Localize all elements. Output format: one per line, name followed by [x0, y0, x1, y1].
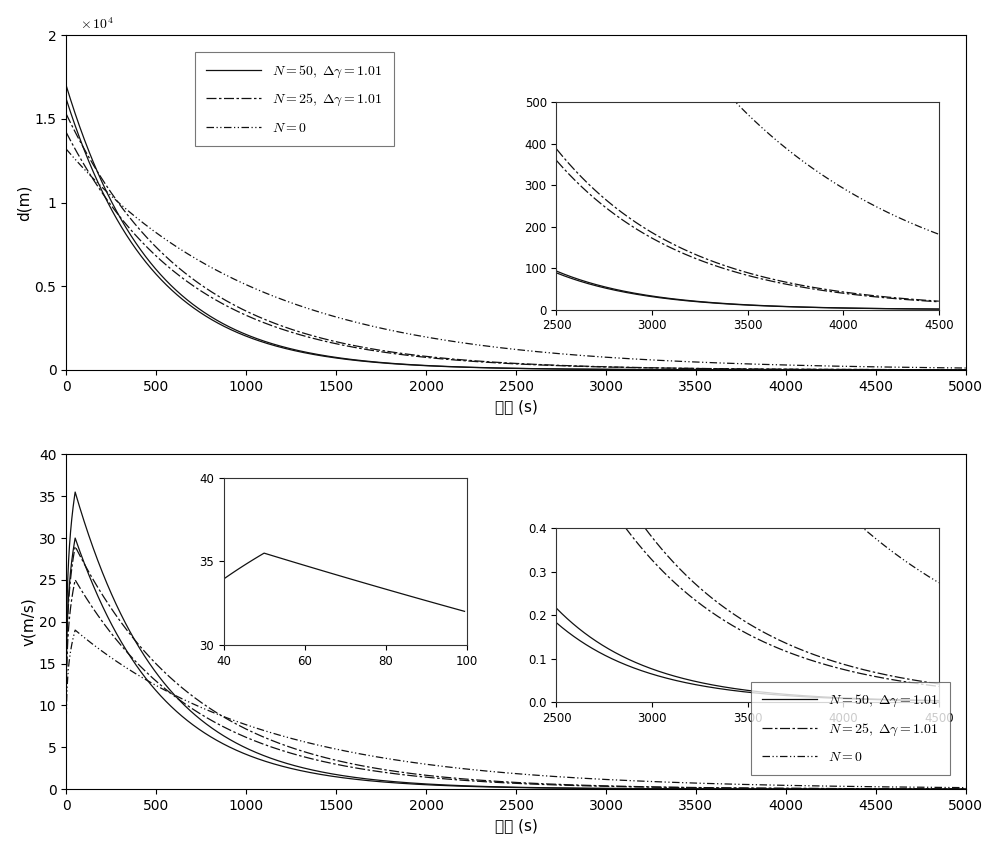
Legend: $N=50,\;\Delta\gamma=1.01$, $N=25,\;\Delta\gamma=1.01$, $N=0$: $N=50,\;\Delta\gamma=1.01$, $N=25,\;\Del… — [195, 52, 394, 146]
Legend: $N=50,\;\Delta\gamma=1.01$, $N=25,\;\Delta\gamma=1.01$, $N=0$: $N=50,\;\Delta\gamma=1.01$, $N=25,\;\Del… — [751, 682, 950, 775]
X-axis label: 时间 (s): 时间 (s) — [495, 819, 537, 833]
Text: $\times\,10^4$: $\times\,10^4$ — [80, 16, 114, 32]
X-axis label: 时间 (s): 时间 (s) — [495, 400, 537, 414]
Y-axis label: v(m/s): v(m/s) — [21, 598, 36, 646]
Y-axis label: d(m): d(m) — [17, 184, 32, 221]
